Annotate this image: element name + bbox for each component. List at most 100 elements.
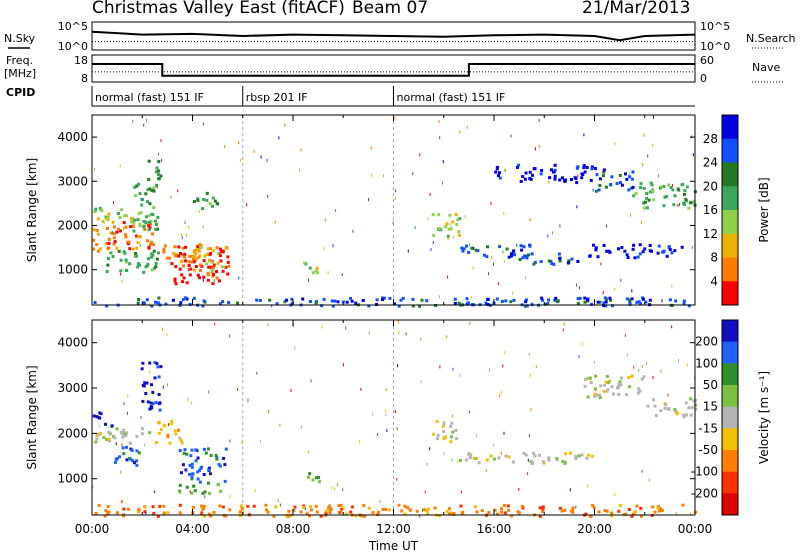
power-noise-cell [642,163,644,167]
velocity-echo-cell [531,451,535,455]
velocity-echo-cell [339,509,343,513]
velocity-colorbar-segment [722,341,738,364]
power-echo-cell [124,225,128,229]
velocity-noise-cell [189,490,191,494]
velocity-echo-cell [500,507,503,511]
velocity-echo-cell [328,509,332,512]
power-echo-cell [98,206,102,210]
power-noise-cell [429,193,431,196]
power-echo-cell [147,159,151,163]
velocity-noise-cell [518,487,520,491]
velocity-echo-cell [179,471,183,475]
velocity-echo-cell [188,463,192,467]
velocity-echo-cell [155,441,158,444]
power-noise-cell [383,174,384,178]
power-echo-cell [517,163,521,167]
power-echo-cell [92,247,95,251]
power-echo-cells [92,115,697,308]
power-echo-cell [98,247,102,251]
velocity-noise-cell [469,410,471,414]
power-echo-cell [635,300,639,304]
power-noise-cell [510,134,512,138]
power-echo-cell [236,301,240,305]
power-echo-cell [157,177,161,181]
power-echo-cell [149,242,152,246]
power-echo-cell [150,188,154,192]
velocity-echo-cell [435,437,439,441]
power-noise-cell [559,224,561,228]
power-echo-cell [578,296,582,300]
power-echo-cell [194,258,198,262]
power-noise-cell [470,295,472,299]
velocity-echo-cell [472,456,476,460]
velocity-echo-cell [174,432,178,436]
power-echo-cell [197,248,201,252]
power-echo-cell [212,249,216,253]
velocity-echo-cell [638,389,642,393]
velocity-echo-cell [115,427,119,431]
noise-ytick-right: 10^0 [700,40,730,53]
power-echo-cell [558,257,562,260]
velocity-noise-cell [359,440,361,444]
power-echo-cell [220,250,224,254]
velocity-echo-cell [659,409,663,413]
velocity-echo-cell [149,401,153,405]
power-colorbar-tick: 12 [703,227,718,241]
power-noise-cell [449,223,451,227]
power-noise-cell [170,195,172,199]
velocity-colorbar-segment [722,471,738,494]
power-echo-cell [189,260,193,264]
velocity-echo-cell [309,508,313,512]
velocity-echo-cell [149,405,153,409]
velocity-echo-cell [191,472,195,476]
velocity-noise-cell [386,429,388,432]
power-echo-cell [124,233,127,237]
power-echo-cell [558,178,562,182]
power-echo-cell [96,232,100,236]
velocity-noise-cell [614,492,616,496]
velocity-echo-cell [603,509,607,513]
velocity-echo-cell [616,386,619,390]
power-echo-cell [665,195,669,198]
power-echo-cell [593,167,597,170]
power-noise-cell [246,203,248,207]
power-noise-cell [308,278,309,282]
power-echo-cell [192,258,195,262]
power-echo-cell [117,249,121,253]
velocity-noise-cell [398,331,400,335]
velocity-echo-cell [208,491,211,495]
velocity-echo-cell [151,402,155,406]
power-echo-cell [498,245,502,249]
velocity-echo-cell [480,509,484,513]
power-noise-cell [143,123,145,127]
power-echo-cell [523,177,527,181]
velocity-echo-cell [685,413,688,417]
velocity-echo-cell [136,510,140,514]
power-echo-cell [192,250,196,254]
power-echo-cell [221,250,225,254]
power-echo-cell [258,299,262,302]
velocity-echo-cell [593,394,596,398]
velocity-noise-cell [241,503,243,507]
velocity-echo-cell [158,504,162,508]
power-echo-cell [509,300,513,304]
velocity-echo-cell [202,507,205,510]
velocity-noise-cell [501,451,502,455]
power-echo-cell [648,298,652,302]
velocity-echo-cell [558,506,562,510]
power-colorbar-segment [722,257,738,282]
power-noise-cell [271,304,273,308]
velocity-echo-cell [317,475,321,479]
velocity-noise-cell [646,361,648,365]
power-echo-cell [682,302,686,306]
power-noise-cell [512,291,514,295]
velocity-echo-cell [506,504,510,508]
power-echo-cell [199,244,203,247]
velocity-noise-cell [144,506,146,509]
power-echo-cell [156,227,159,231]
power-echo-cell [184,296,188,300]
velocity-echo-cell [634,510,637,514]
velocity-echo-cell [442,437,446,441]
power-colorbar-segment [722,186,738,211]
power-echo-cell [142,225,146,229]
